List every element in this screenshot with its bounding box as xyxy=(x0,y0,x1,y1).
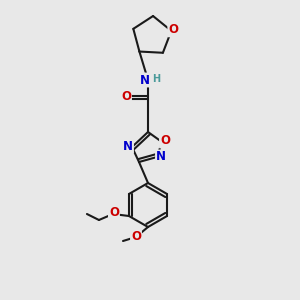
Text: N: N xyxy=(140,74,150,86)
Text: N: N xyxy=(123,140,133,152)
Text: O: O xyxy=(109,206,119,218)
Text: O: O xyxy=(121,89,131,103)
Text: N: N xyxy=(156,151,166,164)
Text: O: O xyxy=(131,230,141,244)
Text: O: O xyxy=(168,23,178,36)
Text: H: H xyxy=(152,74,160,84)
Text: O: O xyxy=(160,134,170,148)
